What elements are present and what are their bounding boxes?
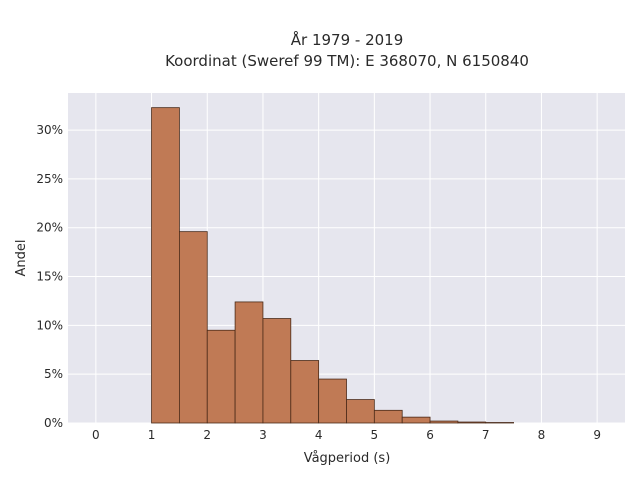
- y-tick-label: 15%: [36, 270, 63, 284]
- x-axis-label: Vågperiod (s): [304, 451, 391, 466]
- bars: [151, 107, 515, 424]
- x-tick-label: 1: [148, 428, 156, 442]
- histogram-bar: [429, 420, 459, 424]
- y-tick-label: 5%: [44, 367, 63, 381]
- y-tick-label: 20%: [36, 221, 63, 235]
- chart-title-line-2: Koordinat (Sweref 99 TM): E 368070, N 61…: [165, 52, 529, 70]
- histogram-bar: [373, 409, 403, 424]
- x-tick-label: 4: [315, 428, 323, 442]
- x-tick-label: 7: [482, 428, 490, 442]
- histogram-bar: [178, 231, 208, 424]
- x-tick-label: 9: [593, 428, 601, 442]
- y-tick-labels: 0% 5% 10% 15% 20% 25% 30%: [36, 123, 63, 430]
- y-tick-label: 10%: [36, 318, 63, 332]
- histogram-bar: [262, 318, 292, 424]
- x-tick-label: 0: [92, 428, 100, 442]
- y-tick-label: 0%: [44, 416, 63, 430]
- x-tick-label: 5: [371, 428, 379, 442]
- x-tick-label: 8: [538, 428, 546, 442]
- x-tick-labels: 0 1 2 3 4 5 6 7 8 9: [92, 428, 601, 442]
- histogram-bar: [206, 329, 236, 424]
- histogram-bar: [290, 360, 320, 424]
- x-tick-label: 6: [426, 428, 434, 442]
- chart-title-line-1: År 1979 - 2019: [291, 30, 404, 49]
- y-axis-label: Andel: [14, 240, 29, 277]
- histogram-bar: [318, 378, 347, 424]
- y-tick-label: 30%: [36, 123, 63, 137]
- histogram-bar: [234, 301, 264, 424]
- y-tick-label: 25%: [36, 172, 63, 186]
- histogram-bar: [401, 416, 431, 424]
- x-tick-label: 3: [259, 428, 267, 442]
- histogram-bar: [457, 421, 487, 424]
- histogram-bar: [346, 399, 375, 424]
- x-tick-label: 2: [203, 428, 211, 442]
- histogram-bar: [151, 107, 180, 424]
